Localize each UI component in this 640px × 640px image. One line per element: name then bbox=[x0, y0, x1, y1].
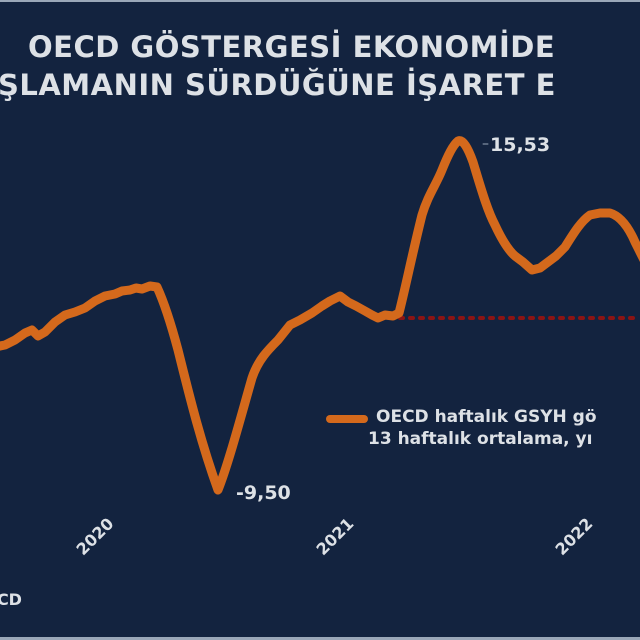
gdp-indicator-line bbox=[0, 136, 640, 495]
chart-title-line-2: ŞLAMANIN SÜRDÜĞÜNE İŞARET E bbox=[0, 68, 556, 102]
top-border bbox=[0, 0, 640, 2]
legend-label-line-2: 13 haftalık ortalama, yı bbox=[368, 429, 593, 449]
source-note: ECD bbox=[0, 590, 22, 609]
leader-dash: – bbox=[482, 136, 489, 152]
peak-value: 15,53 bbox=[490, 134, 551, 156]
legend-label-line-1: OECD haftalık GSYH gö bbox=[376, 407, 597, 427]
bottom-border bbox=[0, 637, 640, 640]
peak-value-label: –15,53 bbox=[482, 134, 550, 156]
source-text: CD bbox=[0, 590, 22, 609]
trough-value-label: -9,50 bbox=[236, 482, 291, 504]
chart-title-line-1: OECD GÖSTERGESİ EKONOMİDE bbox=[28, 30, 556, 64]
legend-swatch-orange bbox=[326, 415, 368, 423]
